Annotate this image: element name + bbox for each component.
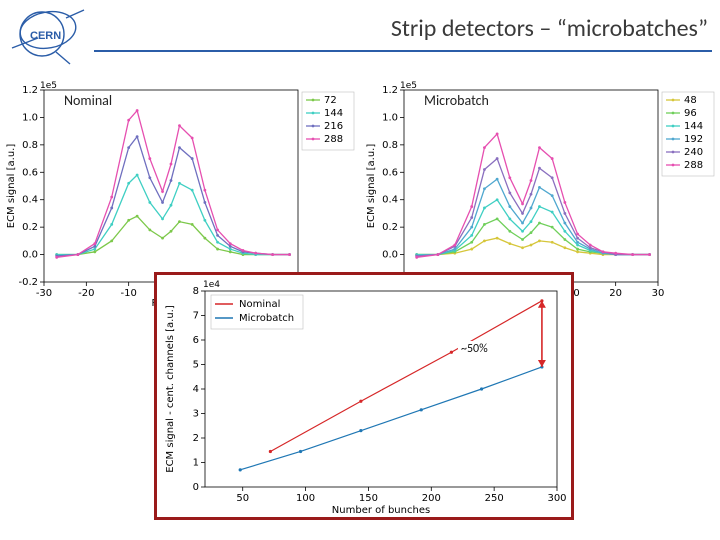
svg-text:5: 5	[193, 360, 199, 371]
fifty-percent-label: ~50%	[458, 341, 491, 357]
svg-text:6: 6	[193, 335, 199, 346]
svg-text:1.0: 1.0	[22, 112, 38, 123]
svg-text:-10: -10	[120, 288, 136, 299]
svg-text:0.4: 0.4	[22, 195, 38, 206]
svg-text:0: 0	[193, 482, 199, 493]
svg-text:4: 4	[193, 384, 199, 395]
svg-text:48: 48	[684, 95, 697, 106]
svg-text:300: 300	[547, 493, 566, 504]
svg-text:0.6: 0.6	[382, 167, 398, 178]
svg-text:1e5: 1e5	[400, 81, 417, 91]
svg-text:8: 8	[193, 286, 199, 297]
svg-text:1e5: 1e5	[40, 81, 57, 91]
svg-text:ECM signal [a.u.]: ECM signal [a.u.]	[6, 144, 17, 229]
svg-text:200: 200	[422, 493, 441, 504]
svg-text:72: 72	[324, 95, 337, 106]
chart-inset: 50 100 150 200 250 300 0 1 2 3 4 5 6 7 8 1e4 ECM signal …	[154, 272, 574, 520]
chart-label-microbatch: Microbatch	[422, 92, 491, 109]
svg-text:0.8: 0.8	[382, 140, 398, 151]
title-underline	[94, 50, 712, 52]
svg-text:1.2: 1.2	[22, 85, 38, 96]
svg-text:0.4: 0.4	[382, 195, 398, 206]
svg-text:96: 96	[684, 108, 697, 119]
svg-text:ECM signal [a.u.]: ECM signal [a.u.]	[366, 144, 377, 229]
chart-label-nominal: Nominal	[62, 92, 114, 109]
svg-text:150: 150	[359, 493, 378, 504]
svg-text:144: 144	[684, 121, 703, 132]
svg-text:0.2: 0.2	[22, 222, 38, 233]
svg-text:Nominal: Nominal	[239, 299, 280, 310]
svg-text:0.0: 0.0	[382, 250, 398, 261]
svg-text:Microbatch: Microbatch	[239, 313, 294, 324]
svg-text:0.2: 0.2	[382, 222, 398, 233]
svg-text:0.0: 0.0	[22, 250, 38, 261]
svg-text:240: 240	[684, 147, 703, 158]
svg-text:3: 3	[193, 409, 199, 420]
svg-text:50: 50	[236, 493, 249, 504]
svg-text:-20: -20	[78, 288, 94, 299]
svg-text:250: 250	[485, 493, 504, 504]
page-title: Strip detectors – “microbatches”	[0, 14, 708, 43]
svg-text:1: 1	[193, 458, 199, 469]
svg-text:1.0: 1.0	[382, 112, 398, 123]
svg-text:0.6: 0.6	[22, 167, 38, 178]
svg-text:192: 192	[684, 134, 703, 145]
svg-text:216: 216	[324, 121, 343, 132]
svg-text:ECM signal - cent. channels [a: ECM signal - cent. channels [a.u.]	[165, 305, 176, 473]
svg-text:144: 144	[324, 108, 343, 119]
svg-text:1.2: 1.2	[382, 85, 398, 96]
svg-text:30: 30	[652, 288, 665, 299]
svg-text:-30: -30	[36, 288, 52, 299]
svg-text:100: 100	[296, 493, 315, 504]
svg-text:7: 7	[193, 311, 199, 322]
svg-text:Number of bunches: Number of bunches	[332, 505, 430, 516]
svg-text:1e4: 1e4	[203, 280, 220, 290]
svg-text:2: 2	[193, 433, 199, 444]
svg-text:0.8: 0.8	[22, 140, 38, 151]
svg-text:20: 20	[609, 288, 622, 299]
svg-text:288: 288	[324, 134, 343, 145]
svg-text:288: 288	[684, 160, 703, 171]
svg-text:-0.2: -0.2	[18, 277, 38, 288]
